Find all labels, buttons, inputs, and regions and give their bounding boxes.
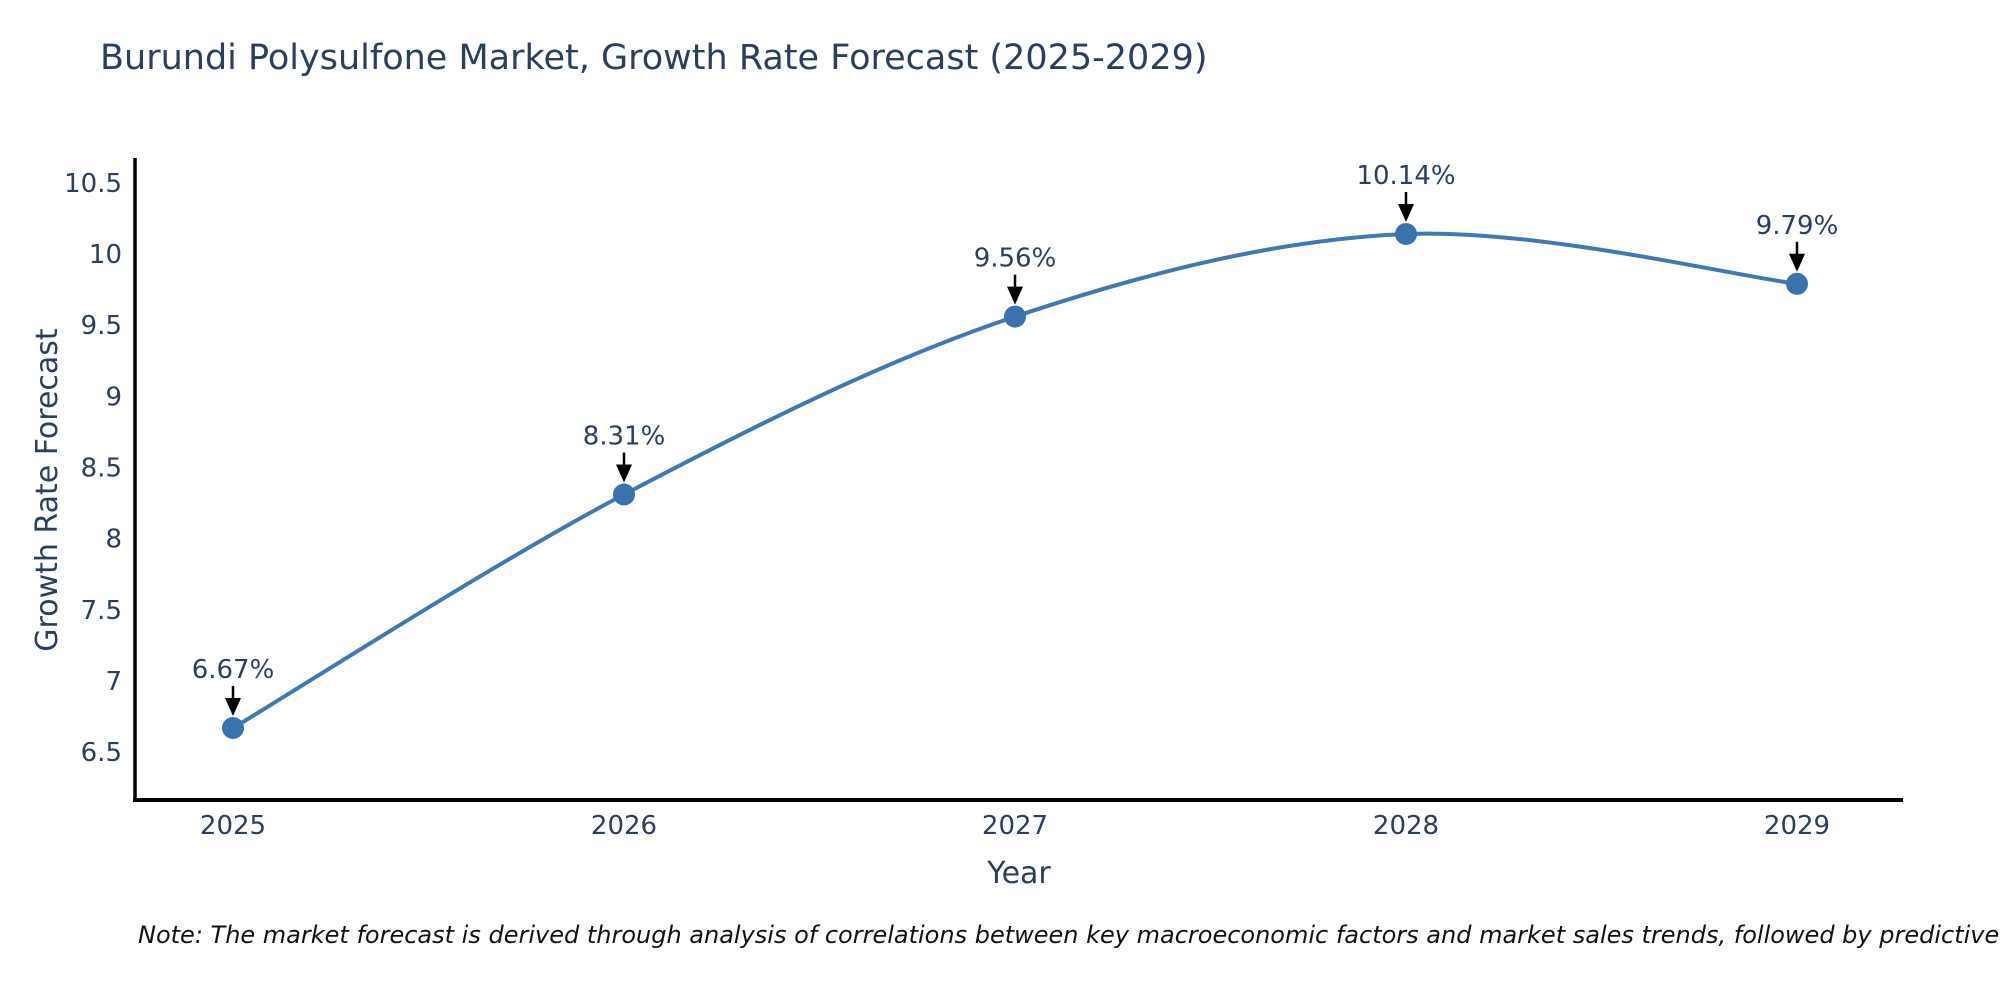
- x-tick-label: 2028: [1373, 811, 1439, 841]
- forecast-line-series: [222, 223, 1808, 739]
- annotation-arrowhead-icon: [1789, 253, 1805, 272]
- y-tick-label: 7: [105, 667, 122, 697]
- data-point-marker: [613, 483, 635, 506]
- point-annotations: 6.67% 8.31% 9.56% 10.14% 9.79%: [192, 161, 1839, 716]
- y-axis-title: Growth Rate Forecast: [30, 328, 65, 652]
- point-value-label: 9.56%: [974, 244, 1057, 274]
- y-tick-label: 9.5: [81, 311, 122, 341]
- point-value-label: 10.14%: [1356, 161, 1455, 191]
- y-tick-label: 6.5: [81, 738, 122, 768]
- annotation-arrowhead-icon: [225, 698, 241, 716]
- y-tick-label: 8: [105, 525, 122, 555]
- point-value-label: 6.67%: [192, 655, 275, 685]
- data-point-marker: [1395, 223, 1417, 245]
- y-tick-label: 10: [89, 240, 122, 270]
- y-tick-label: 8.5: [81, 453, 122, 483]
- y-tick-label: 7.5: [81, 596, 122, 626]
- y-tick-label: 9: [105, 382, 122, 412]
- point-value-label: 8.31%: [583, 422, 666, 452]
- x-tick-label: 2029: [1764, 811, 1830, 841]
- annotation-arrowhead-icon: [1007, 286, 1023, 305]
- x-tick-label: 2025: [200, 811, 266, 841]
- x-tick-label: 2027: [982, 811, 1048, 841]
- chart-title: Burundi Polysulfone Market, Growth Rate …: [100, 38, 1208, 78]
- data-point-marker: [1004, 305, 1026, 328]
- x-axis-title: Year: [987, 856, 1051, 891]
- data-point-marker: [1786, 272, 1808, 295]
- point-value-label: 9.79%: [1756, 211, 1839, 241]
- x-tick-label: 2026: [591, 811, 657, 841]
- data-point-marker: [222, 717, 244, 739]
- x-axis-tick-labels: 2025 2026 2027 2028 2029: [200, 811, 1830, 841]
- y-tick-label: 10.5: [64, 169, 122, 199]
- annotation-arrowhead-icon: [616, 464, 632, 483]
- annotation-arrowhead-icon: [1398, 204, 1414, 222]
- y-axis-tick-labels: 6.5 7 7.5 8 8.5 9 9.5 10 10.5: [64, 169, 122, 768]
- footnote-text: Note: The market forecast is derived thr…: [138, 921, 2000, 949]
